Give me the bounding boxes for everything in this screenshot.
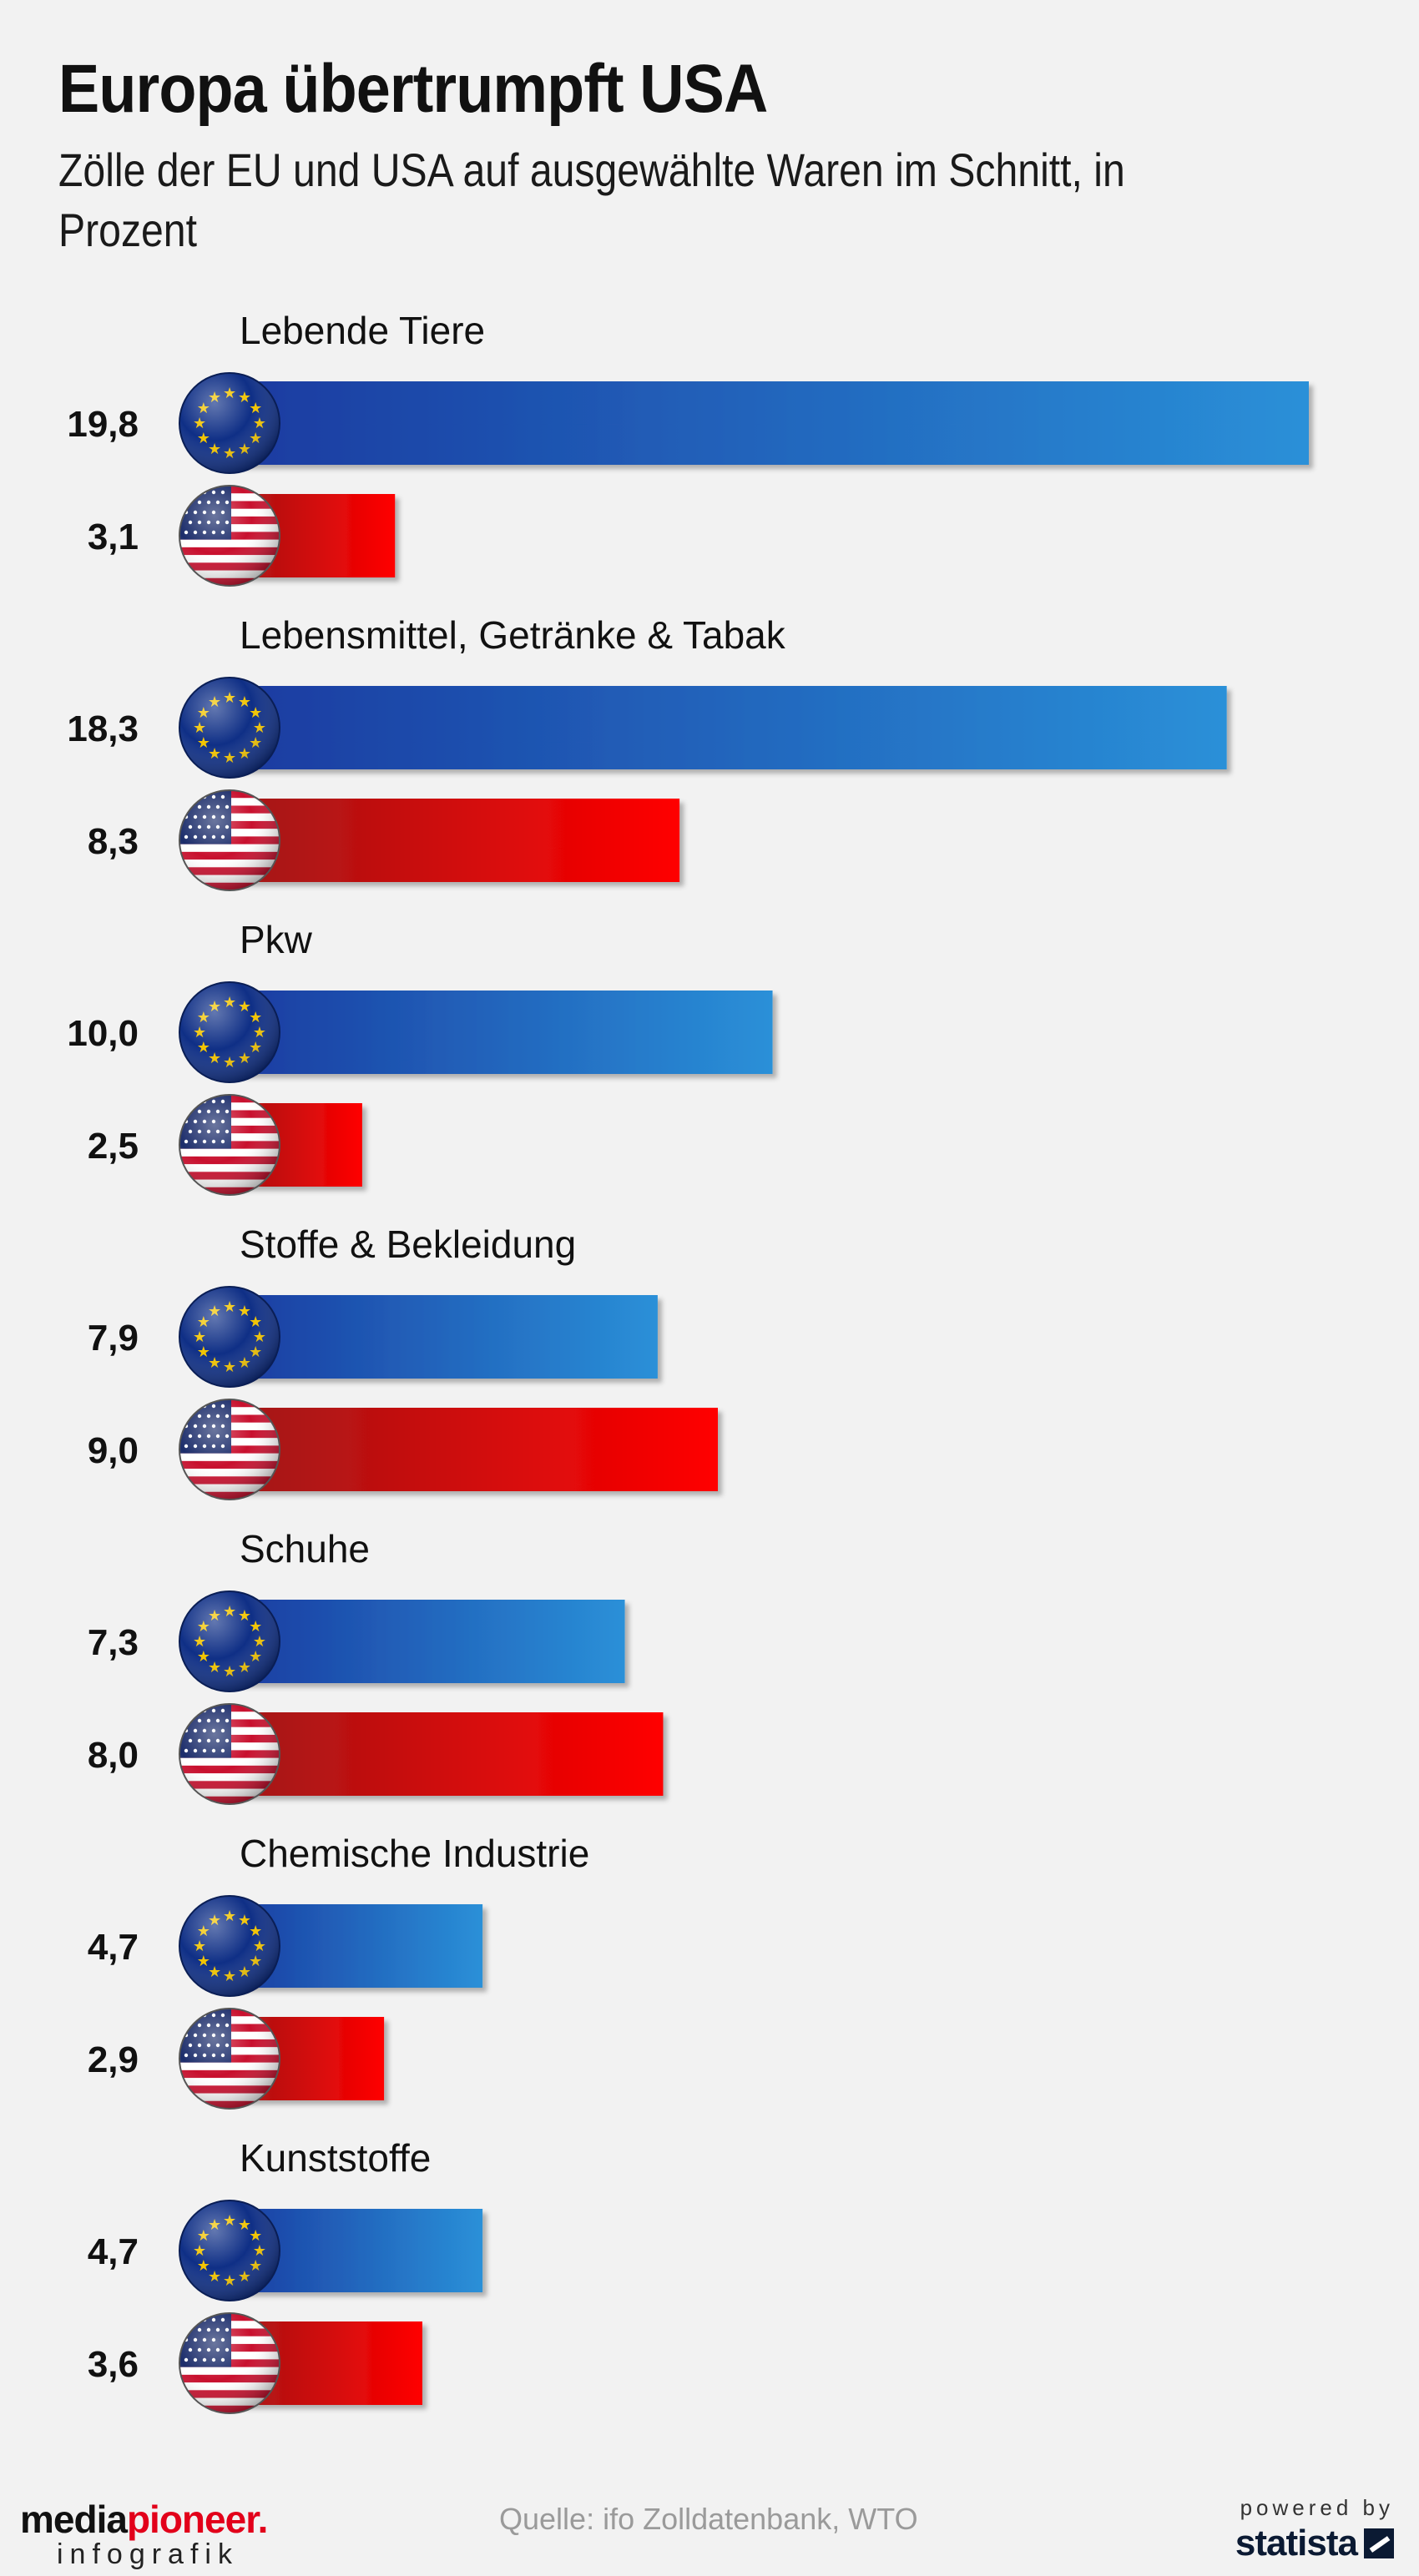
us-flag-icon bbox=[179, 1399, 280, 1500]
value-label: 7,3 bbox=[88, 1622, 139, 1663]
us-flag-icon bbox=[179, 485, 280, 587]
eu-flag-icon: ★★★★★★★★★★★★ bbox=[179, 2200, 280, 2301]
value-label: 8,3 bbox=[88, 821, 139, 862]
value-label: 9,0 bbox=[88, 1430, 139, 1471]
value-label: 3,1 bbox=[88, 517, 139, 557]
us-star bbox=[184, 1708, 189, 1713]
us-bar bbox=[225, 1712, 664, 1796]
flag-gloss bbox=[179, 2200, 280, 2301]
category-label: Pkw bbox=[240, 918, 313, 961]
flag-gloss bbox=[179, 2009, 280, 2109]
eu-bar bbox=[225, 991, 773, 1074]
us-flag-icon bbox=[179, 1703, 280, 1805]
eu-bar bbox=[225, 1600, 625, 1683]
us-star bbox=[193, 1708, 198, 1713]
flag-gloss bbox=[179, 1591, 280, 1691]
eu-flag-icon: ★★★★★★★★★★★★ bbox=[179, 981, 280, 1083]
us-star bbox=[184, 2013, 189, 2018]
eu-flag-icon: ★★★★★★★★★★★★ bbox=[179, 677, 280, 779]
value-label: 3,6 bbox=[88, 2344, 139, 2385]
value-label: 18,3 bbox=[67, 708, 139, 749]
statista-logo: powered by statista bbox=[1235, 2495, 1394, 2564]
us-star bbox=[193, 2013, 198, 2018]
eu-flag-icon: ★★★★★★★★★★★★ bbox=[179, 1895, 280, 1997]
us-star bbox=[193, 2317, 198, 2322]
source-note: Quelle: ifo Zolldatenbank, WTO bbox=[499, 2502, 918, 2536]
us-bar bbox=[225, 1408, 718, 1491]
flag-rim bbox=[179, 1590, 280, 1692]
value-label: 10,0 bbox=[67, 1013, 139, 1054]
us-star bbox=[193, 794, 198, 799]
flag-rim bbox=[179, 981, 280, 1083]
flag-rim bbox=[179, 485, 280, 587]
page-title: Europa übertrumpft USA bbox=[58, 51, 768, 127]
us-star bbox=[184, 2317, 189, 2322]
us-bar bbox=[225, 799, 680, 882]
eu-flag-icon: ★★★★★★★★★★★★ bbox=[179, 372, 280, 474]
us-flag-icon bbox=[179, 789, 280, 891]
flag-gloss bbox=[179, 678, 280, 778]
flag-gloss bbox=[179, 1095, 280, 1195]
value-label: 2,5 bbox=[88, 1126, 139, 1167]
flag-gloss bbox=[179, 1704, 280, 1804]
flag-gloss bbox=[179, 790, 280, 890]
us-flag-icon bbox=[179, 2312, 280, 2414]
eu-bar bbox=[225, 381, 1309, 465]
flag-rim bbox=[179, 1703, 280, 1805]
us-flag-icon bbox=[179, 1094, 280, 1196]
flag-rim bbox=[179, 2008, 280, 2110]
statista-wordmark: statista bbox=[1235, 2523, 1358, 2563]
category-label: Lebende Tiere bbox=[240, 309, 485, 352]
category-label: Stoffe & Bekleidung bbox=[240, 1222, 576, 1266]
us-star bbox=[184, 490, 189, 495]
us-star bbox=[193, 1404, 198, 1409]
us-star bbox=[193, 1099, 198, 1104]
flag-gloss bbox=[179, 373, 280, 473]
flag-rim bbox=[179, 1286, 280, 1388]
value-label: 2,9 bbox=[88, 2039, 139, 2080]
flag-rim bbox=[179, 1399, 280, 1500]
us-star bbox=[184, 794, 189, 799]
category-label: Lebensmittel, Getränke & Tabak bbox=[240, 613, 786, 657]
value-label: 8,0 bbox=[88, 1735, 139, 1776]
eu-flag-icon: ★★★★★★★★★★★★ bbox=[179, 1286, 280, 1388]
statista-icon bbox=[1364, 2528, 1394, 2558]
mediapioneer-logo: mediapioneer. infografik bbox=[20, 2498, 268, 2570]
flag-gloss bbox=[179, 1287, 280, 1387]
us-flag-icon bbox=[179, 2008, 280, 2110]
flag-rim bbox=[179, 2312, 280, 2414]
flag-rim bbox=[179, 1094, 280, 1196]
category-label: Kunststoffe bbox=[240, 2136, 431, 2180]
powered-by-label: powered by bbox=[1240, 2495, 1394, 2520]
category-label: Schuhe bbox=[240, 1527, 370, 1570]
flag-rim bbox=[179, 2200, 280, 2301]
value-label: 4,7 bbox=[88, 2231, 139, 2272]
flag-gloss bbox=[179, 982, 280, 1082]
value-label: 4,7 bbox=[88, 1927, 139, 1968]
flag-rim bbox=[179, 789, 280, 891]
bar-chart: Lebende Tiere ★★★★★★★★★★★★ 19,8 3,1 Lebensmi… bbox=[67, 309, 1309, 2414]
flag-gloss bbox=[179, 1399, 280, 1500]
value-label: 19,8 bbox=[67, 404, 139, 445]
logo-subtitle: infografik bbox=[57, 2538, 239, 2570]
category-label: Chemische Industrie bbox=[240, 1832, 589, 1875]
flag-rim bbox=[179, 372, 280, 474]
flag-gloss bbox=[179, 486, 280, 586]
eu-bar bbox=[225, 1295, 658, 1379]
flag-rim bbox=[179, 1895, 280, 1997]
flag-gloss bbox=[179, 2313, 280, 2413]
us-star bbox=[193, 490, 198, 495]
page-subtitle: Zölle der EU und USA auf ausgewählte War… bbox=[58, 144, 1125, 256]
value-label: 7,9 bbox=[88, 1318, 139, 1359]
us-star bbox=[184, 1099, 189, 1104]
flag-rim bbox=[179, 677, 280, 779]
us-star bbox=[184, 1404, 189, 1409]
eu-bar bbox=[225, 686, 1227, 769]
eu-flag-icon: ★★★★★★★★★★★★ bbox=[179, 1590, 280, 1692]
flag-gloss bbox=[179, 1896, 280, 1996]
